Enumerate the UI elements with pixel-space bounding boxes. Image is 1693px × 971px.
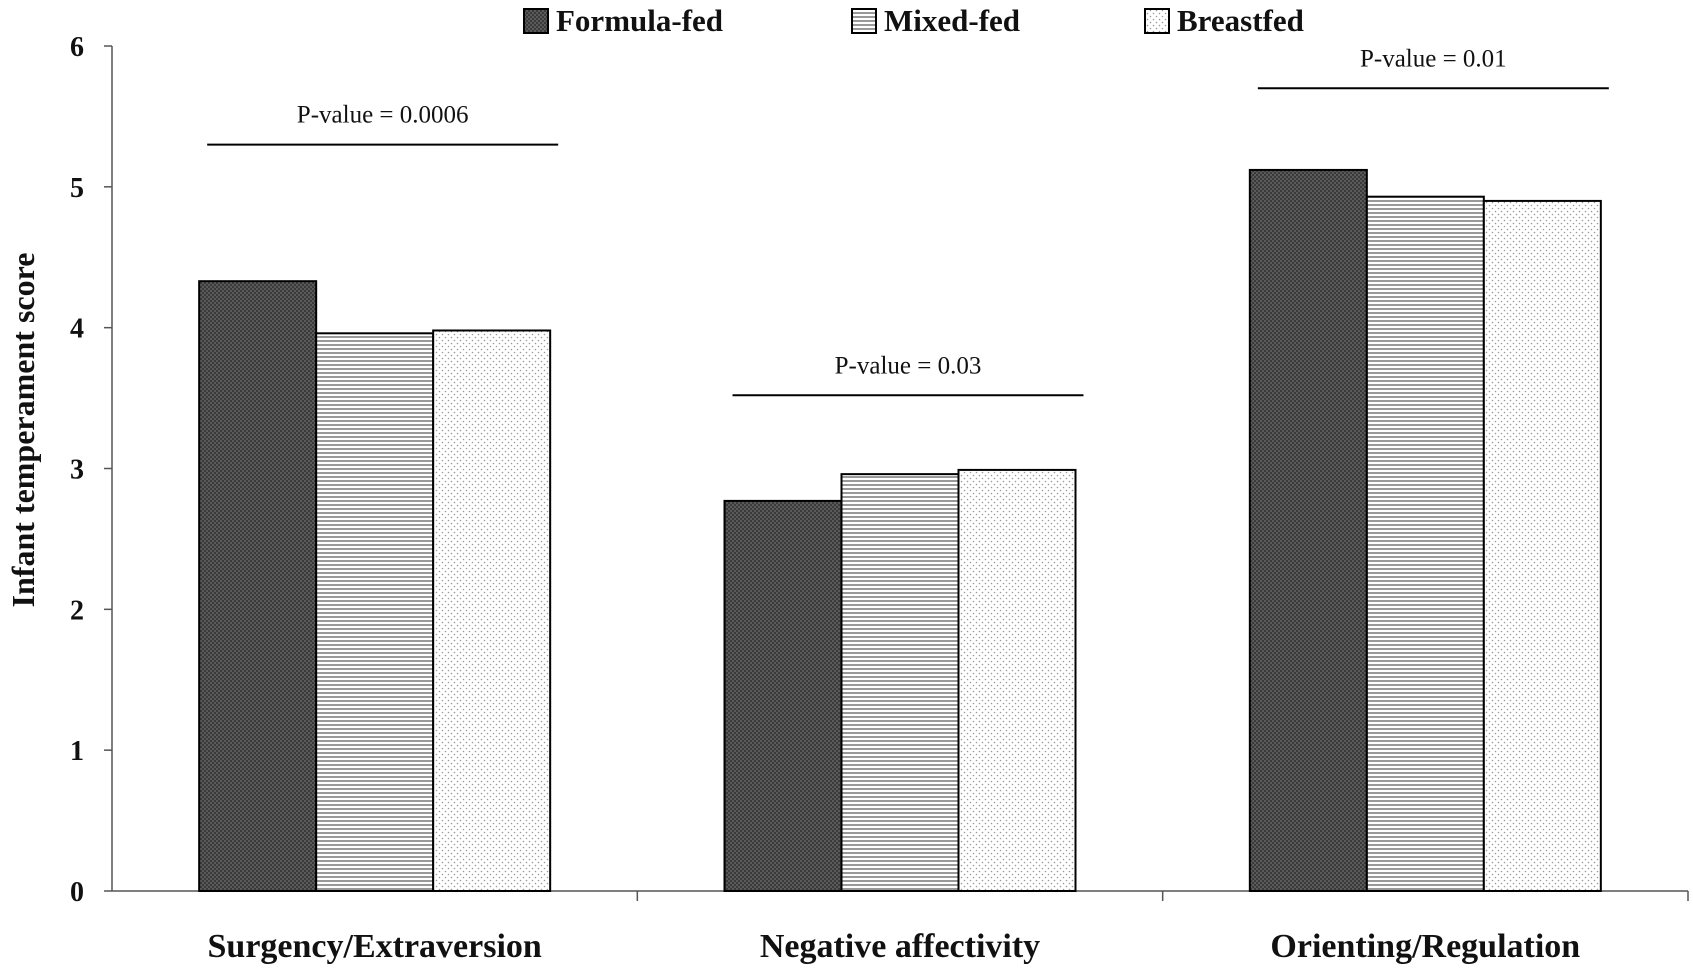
p-value-label-0: P-value = 0.0006 [297, 102, 469, 129]
p-value-annotations: P-value = 0.0006 P-value = 0.03 P-value = … [207, 45, 1609, 397]
bar-mixed-fed-1 [840, 473, 960, 892]
bar-breastfed-2 [1482, 199, 1602, 892]
y-tick-label-4: 4 [70, 314, 84, 345]
legend-label-breastfed: Breastfed [1177, 3, 1304, 38]
bar-mixed-fed-2 [1365, 195, 1485, 893]
axes: 0 1 2 3 4 5 6 Surgency/Extraversion Negative aff… [70, 32, 1689, 965]
bar-mixed-fed-0 [315, 332, 435, 892]
legend: Formula-fed Mixed-fed Breastfed [523, 3, 1304, 38]
legend-label-formula-fed: Formula-fed [556, 3, 723, 38]
bar-formula-fed-0 [198, 280, 318, 893]
bars [198, 168, 1602, 893]
p-value-label-1: P-value = 0.03 [835, 352, 982, 379]
legend-label-mixed-fed: Mixed-fed [884, 3, 1020, 38]
legend-item-formula-fed: Formula-fed [523, 3, 723, 38]
bar-formula-fed-2 [1248, 168, 1368, 892]
y-tick-label-5: 5 [70, 173, 84, 204]
bar-formula-fed-1 [723, 499, 843, 892]
y-axis-title: Infant temperament score [5, 253, 41, 608]
x-category-label-0: Surgency/Extraversion [208, 928, 542, 965]
bar-breastfed-0 [432, 329, 552, 892]
y-tick-label-6: 6 [70, 32, 84, 63]
y-tick-label-3: 3 [70, 455, 84, 486]
legend-item-breastfed: Breastfed [1144, 3, 1304, 38]
legend-swatch-mixed-fed [851, 8, 877, 34]
legend-swatch-formula-fed [523, 8, 549, 34]
x-category-label-2: Orienting/Regulation [1270, 928, 1580, 965]
y-tick-label-2: 2 [70, 595, 84, 626]
y-tick-label-0: 0 [70, 877, 84, 908]
y-tick-label-1: 1 [70, 736, 84, 767]
bar-breastfed-1 [957, 468, 1077, 892]
legend-swatch-breastfed [1144, 8, 1170, 34]
p-value-label-2: P-value = 0.01 [1360, 45, 1507, 72]
legend-item-mixed-fed: Mixed-fed [851, 3, 1020, 38]
x-category-label-1: Negative affectivity [760, 928, 1040, 965]
